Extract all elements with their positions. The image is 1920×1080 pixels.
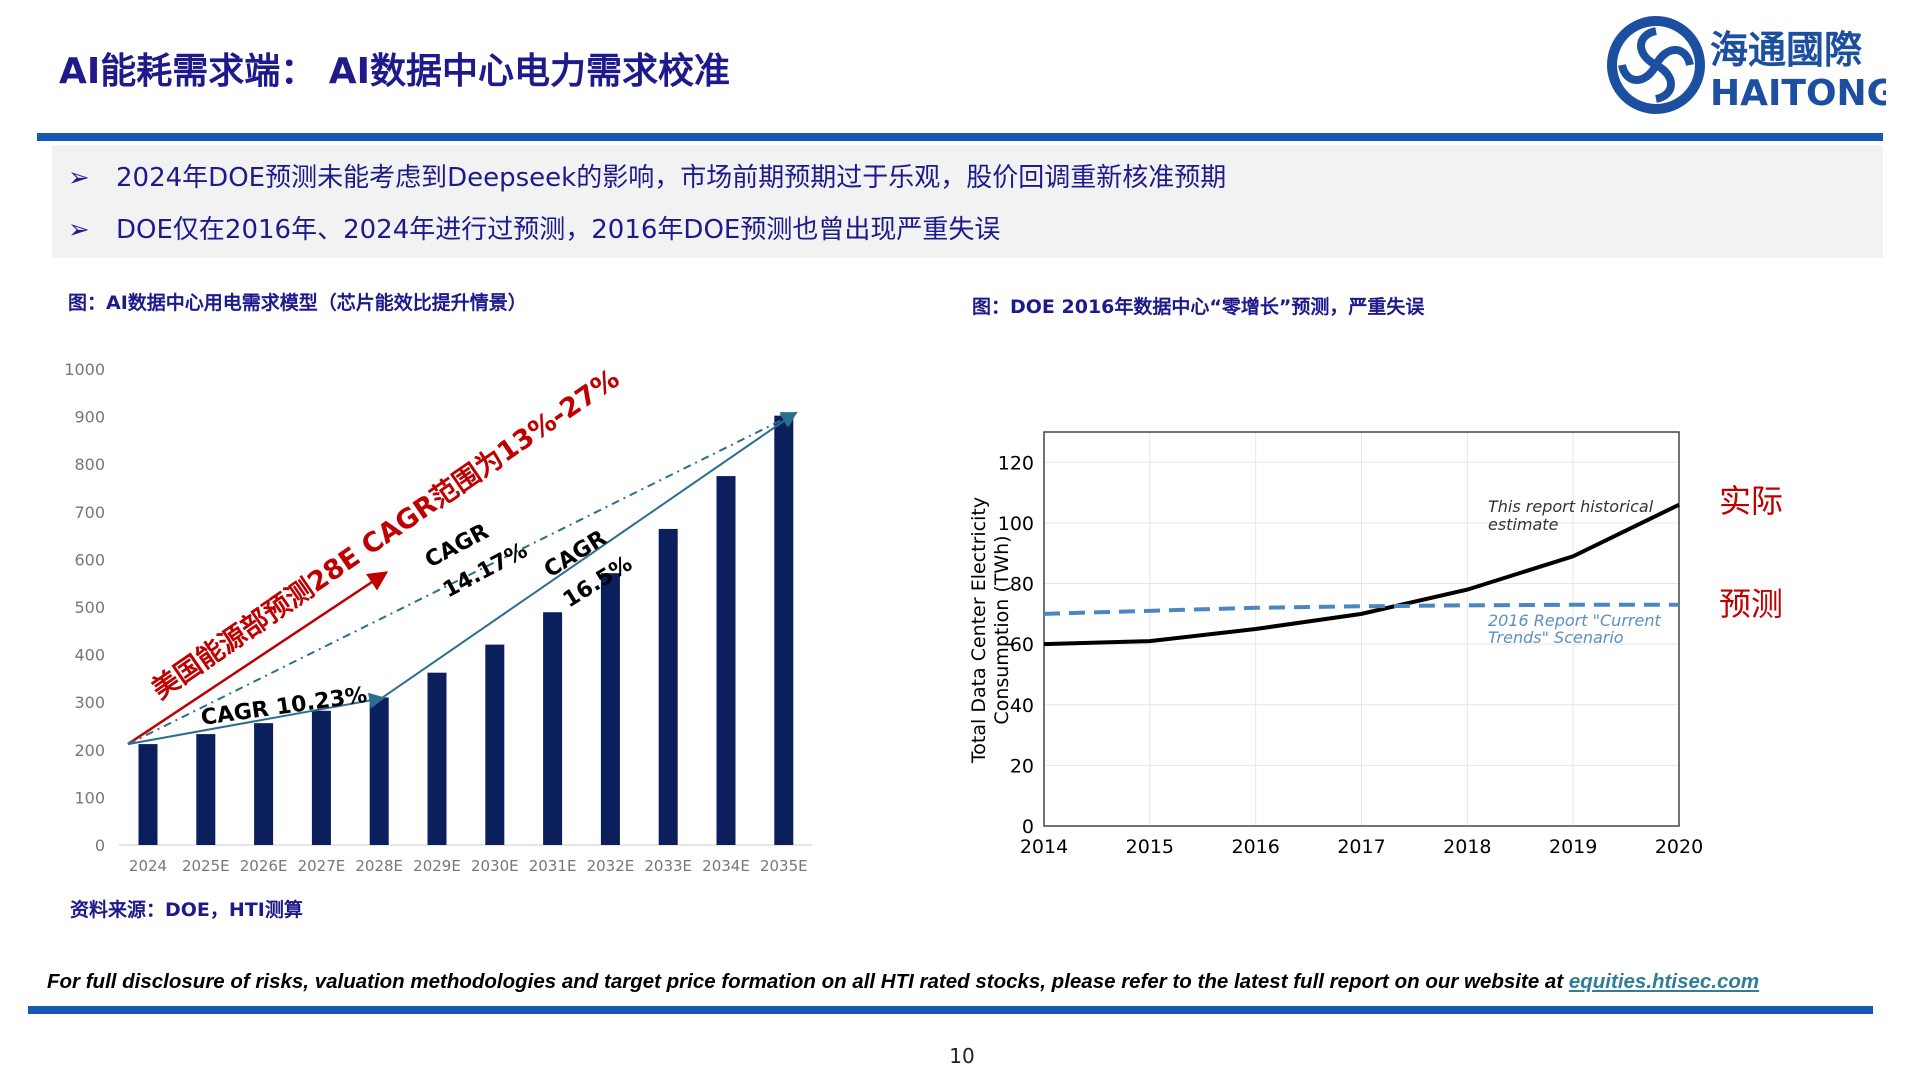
logo-english: HAITONG xyxy=(1710,73,1886,114)
bullet-text: DOE仅在2016年、2024年进行过预测，2016年DOE预测也曾出现严重失误 xyxy=(116,215,1001,245)
y-tick-label: 200 xyxy=(74,741,105,760)
y-axis-label-line2: Consumption (TWh) xyxy=(991,535,1013,724)
page-title: AI能耗需求端： AI数据中心电力需求校准 xyxy=(59,51,731,92)
bullet-item: ➢ DOE仅在2016年、2024年进行过预测，2016年DOE预测也曾出现严重失… xyxy=(68,209,1000,246)
plot-frame xyxy=(1043,431,1680,827)
x-tick-label: 2029E xyxy=(413,857,461,875)
y-tick-label: 120 xyxy=(998,452,1034,474)
y-tick-label: 40 xyxy=(1010,695,1034,717)
bar-2025E xyxy=(196,734,216,845)
x-tick-label: 2016 xyxy=(1231,836,1279,858)
right-chart-caption: 图：DOE 2016年数据中心“零增长”预测，严重失误 xyxy=(972,296,1425,318)
page-number: 10 xyxy=(949,1044,975,1068)
y-tick-label: 900 xyxy=(74,408,105,427)
bar-2031E xyxy=(543,612,563,845)
arrow-bullet-icon: ➢ xyxy=(68,215,90,245)
x-tick-label: 2025E xyxy=(182,857,230,875)
historical-annotation: estimate xyxy=(1488,515,1559,534)
y-tick-label: 60 xyxy=(1010,634,1034,656)
bar-2029E xyxy=(427,672,447,845)
x-tick-label: 2035E xyxy=(760,857,808,875)
bullet-item: ➢ 2024年DOE预测未能考虑到Deepseek的影响，市场前期预期过于乐观，股… xyxy=(68,157,1226,194)
bullet-box: ➢ 2024年DOE预测未能考虑到Deepseek的影响，市场前期预期过于乐观，股… xyxy=(52,145,1883,258)
y-tick-label: 0 xyxy=(1022,816,1034,838)
x-tick-label: 2015 xyxy=(1126,836,1174,858)
series-line-1 xyxy=(1043,602,1679,616)
header-divider xyxy=(37,133,1883,141)
x-tick-label: 2017 xyxy=(1337,836,1385,858)
cagr-10-trend-line xyxy=(127,692,386,746)
y-tick-label: 100 xyxy=(74,788,105,807)
x-tick-label: 2030E xyxy=(471,857,519,875)
x-tick-label: 2034E xyxy=(702,857,750,875)
arrow-bullet-icon: ➢ xyxy=(68,163,90,193)
cagr-16-trend-line xyxy=(380,411,798,700)
bar-2024 xyxy=(138,744,158,845)
y-tick-label: 80 xyxy=(1010,574,1034,596)
y-tick-label: 100 xyxy=(998,513,1034,535)
x-tick-label: 2031E xyxy=(529,857,577,875)
website-link[interactable]: equities.htisec.com xyxy=(1568,970,1760,993)
logo-chinese: 海通國際 xyxy=(1710,28,1862,72)
left-chart-caption: 图：AI数据中心用电需求模型（芯片能效比提升情景） xyxy=(68,292,527,314)
y-tick-label: 500 xyxy=(74,598,105,617)
bar-2033E xyxy=(658,528,678,845)
y-tick-label: 1000 xyxy=(64,360,105,379)
footer-divider xyxy=(28,1006,1873,1014)
x-tick-label: 2014 xyxy=(1020,836,1068,858)
y-tick-label: 20 xyxy=(1010,755,1034,777)
y-tick-label: 800 xyxy=(74,455,105,474)
bar-2030E xyxy=(485,644,505,845)
x-tick-label: 2032E xyxy=(587,857,635,875)
x-tick-label: 2027E xyxy=(298,857,346,875)
y-tick-label: 600 xyxy=(74,550,105,569)
forecast-annotation: 2016 Report "Current xyxy=(1488,611,1661,630)
x-tick-label: 2018 xyxy=(1443,836,1491,858)
y-tick-label: 400 xyxy=(74,646,105,665)
bar-2026E xyxy=(254,723,274,845)
cagr-14-trend-line xyxy=(127,412,798,745)
bar-2035E xyxy=(774,415,794,845)
disclosure-footer: For full disclosure of risks, valuation … xyxy=(47,970,1759,994)
doe-arrow xyxy=(127,571,389,746)
historical-annotation: This report historical xyxy=(1488,497,1654,516)
line-chart: 2014 2015 2016 2017 2018 2019 2020 0 20 40 60 80 100… xyxy=(968,431,1703,858)
x-tick-label: 2026E xyxy=(240,857,288,875)
bar-2034E xyxy=(716,476,736,845)
cagr-10-label: CAGR 10.23% xyxy=(199,683,368,731)
forecast-annotation: Trends" Scenario xyxy=(1488,628,1624,647)
bullet-text: 2024年DOE预测未能考虑到Deepseek的影响，市场前期预期过于乐观，股价… xyxy=(116,163,1227,193)
haitong-logo: 海通國際 HAITONG xyxy=(1606,15,1896,115)
forecast-label: 预测 xyxy=(1719,585,1784,623)
y-tick-label: 300 xyxy=(74,693,105,712)
y-tick-label: 0 xyxy=(95,836,105,855)
disclosure-text: For full disclosure of risks, valuation … xyxy=(47,970,1569,993)
bar-chart: 0 100 200 300 400 500 600 700 800 900 1000 2024 2025… xyxy=(64,360,812,875)
x-tick-label: 2033E xyxy=(644,857,692,875)
x-tick-label: 2024 xyxy=(129,857,167,875)
x-tick-label: 2020 xyxy=(1655,836,1703,858)
x-tick-label: 2028E xyxy=(355,857,403,875)
y-axis-label-line1: Total Data Center Electricity xyxy=(968,497,990,764)
series-line-0 xyxy=(1043,502,1680,647)
haitong-logo-icon: 海通國際 HAITONG xyxy=(1607,16,1896,114)
x-tick-label: 2019 xyxy=(1549,836,1597,858)
source-note: 资料来源：DOE，HTI测算 xyxy=(70,899,303,921)
bar-2027E xyxy=(311,710,331,845)
bar-2032E xyxy=(600,573,620,845)
y-tick-label: 700 xyxy=(74,503,105,522)
bar-2028E xyxy=(369,697,389,845)
actual-label: 实际 xyxy=(1719,482,1784,520)
